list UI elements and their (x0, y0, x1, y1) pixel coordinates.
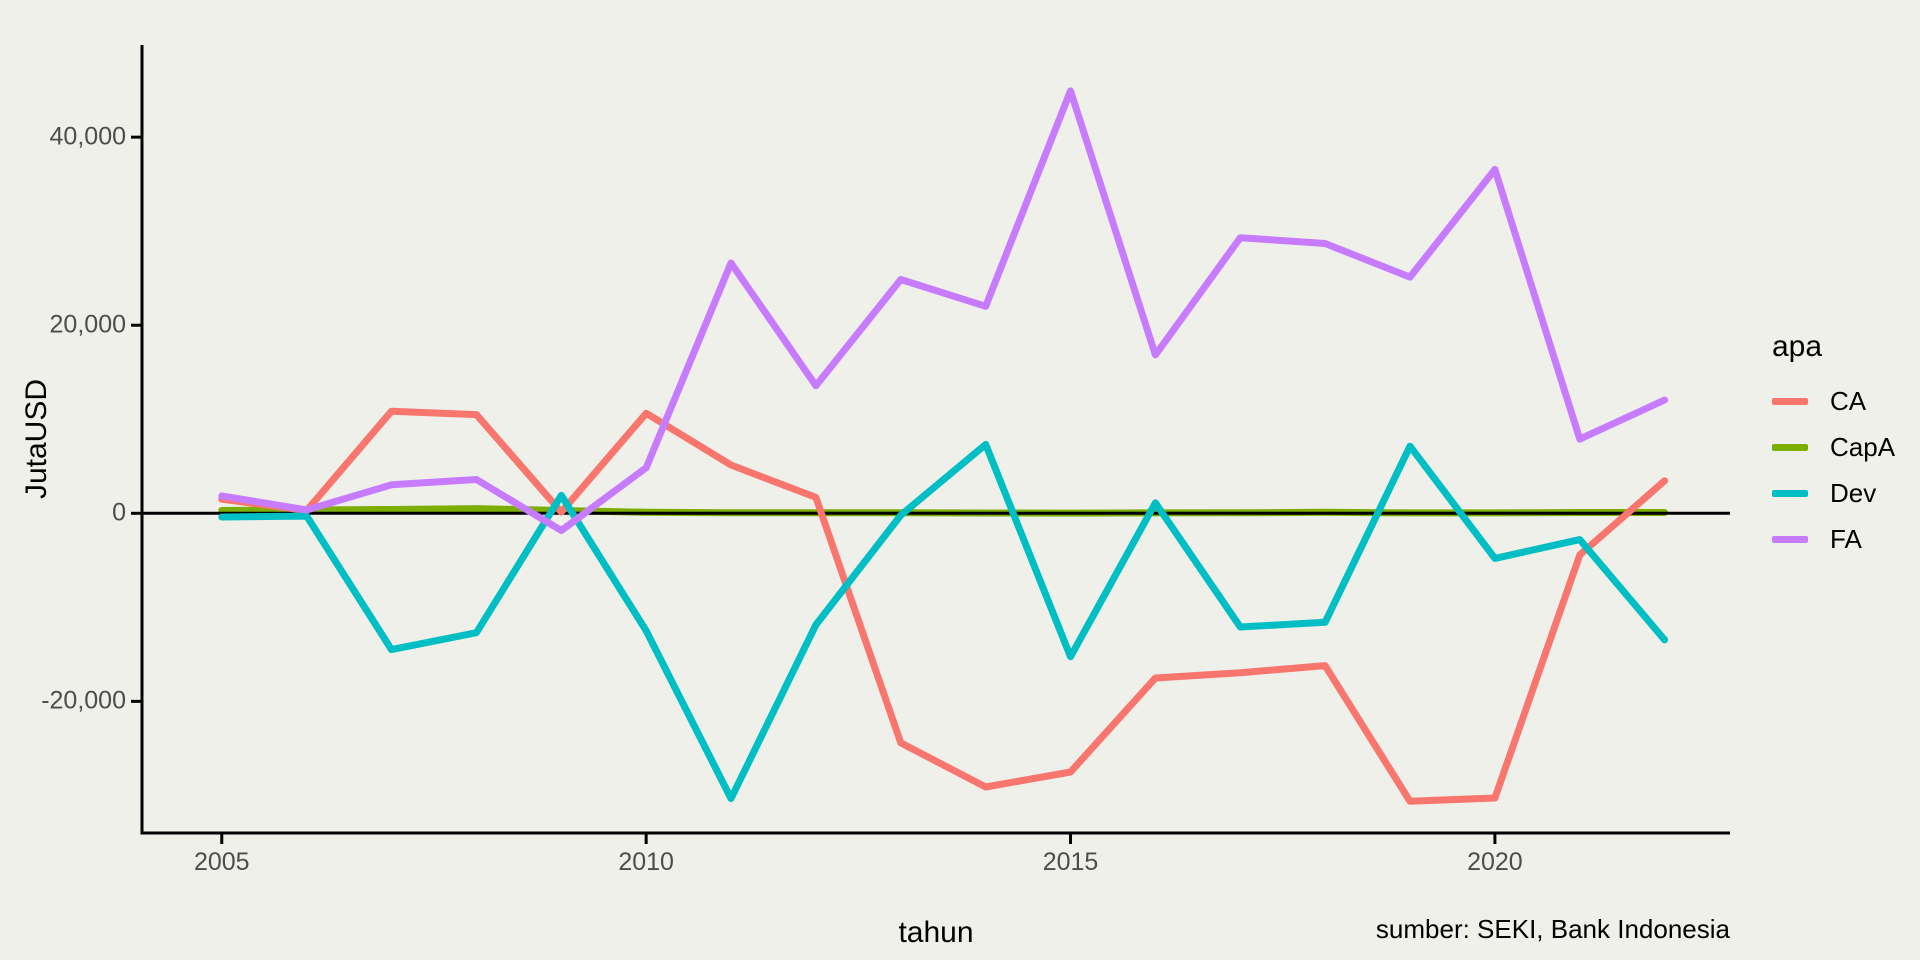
legend-item-fa: FA (1772, 516, 1920, 562)
y-tick-label: -20,000 (41, 686, 126, 715)
y-tick-label: 20,000 (49, 310, 126, 339)
y-tick-label: 40,000 (49, 122, 126, 151)
x-tick-label: 2005 (193, 848, 250, 876)
y-axis-title: JutaUSD (20, 378, 53, 500)
legend-swatch-capa (1772, 443, 1808, 451)
legend-swatch-ca (1772, 397, 1808, 405)
legend-swatch-fa (1772, 535, 1808, 543)
series-line-ca (218, 407, 1669, 805)
legend-label-capa: CapA (1830, 431, 1896, 462)
legend-label-dev: Dev (1830, 477, 1877, 508)
legend-label-ca: CA (1830, 385, 1867, 416)
legend-item-capa: CapA (1772, 424, 1920, 470)
y-tick-label: 0 (112, 498, 126, 527)
caption: sumber: SEKI, Bank Indonesia (1375, 914, 1730, 944)
legend-item-dev: Dev (1772, 470, 1920, 516)
legend-label-fa: FA (1830, 523, 1862, 554)
x-tick-label: 2010 (618, 848, 674, 876)
x-tick-label: 2015 (1042, 848, 1099, 876)
series-line-dev (218, 440, 1669, 802)
x-axis-title: tahun (898, 916, 974, 949)
legend: apa CA CapA Dev FA (1772, 330, 1920, 562)
legend-item-ca: CA (1772, 378, 1920, 424)
legend-swatch-dev (1772, 489, 1808, 497)
legend-title: apa (1772, 330, 1823, 363)
series-line-fa (218, 87, 1669, 534)
x-tick-label: 2020 (1467, 848, 1523, 876)
